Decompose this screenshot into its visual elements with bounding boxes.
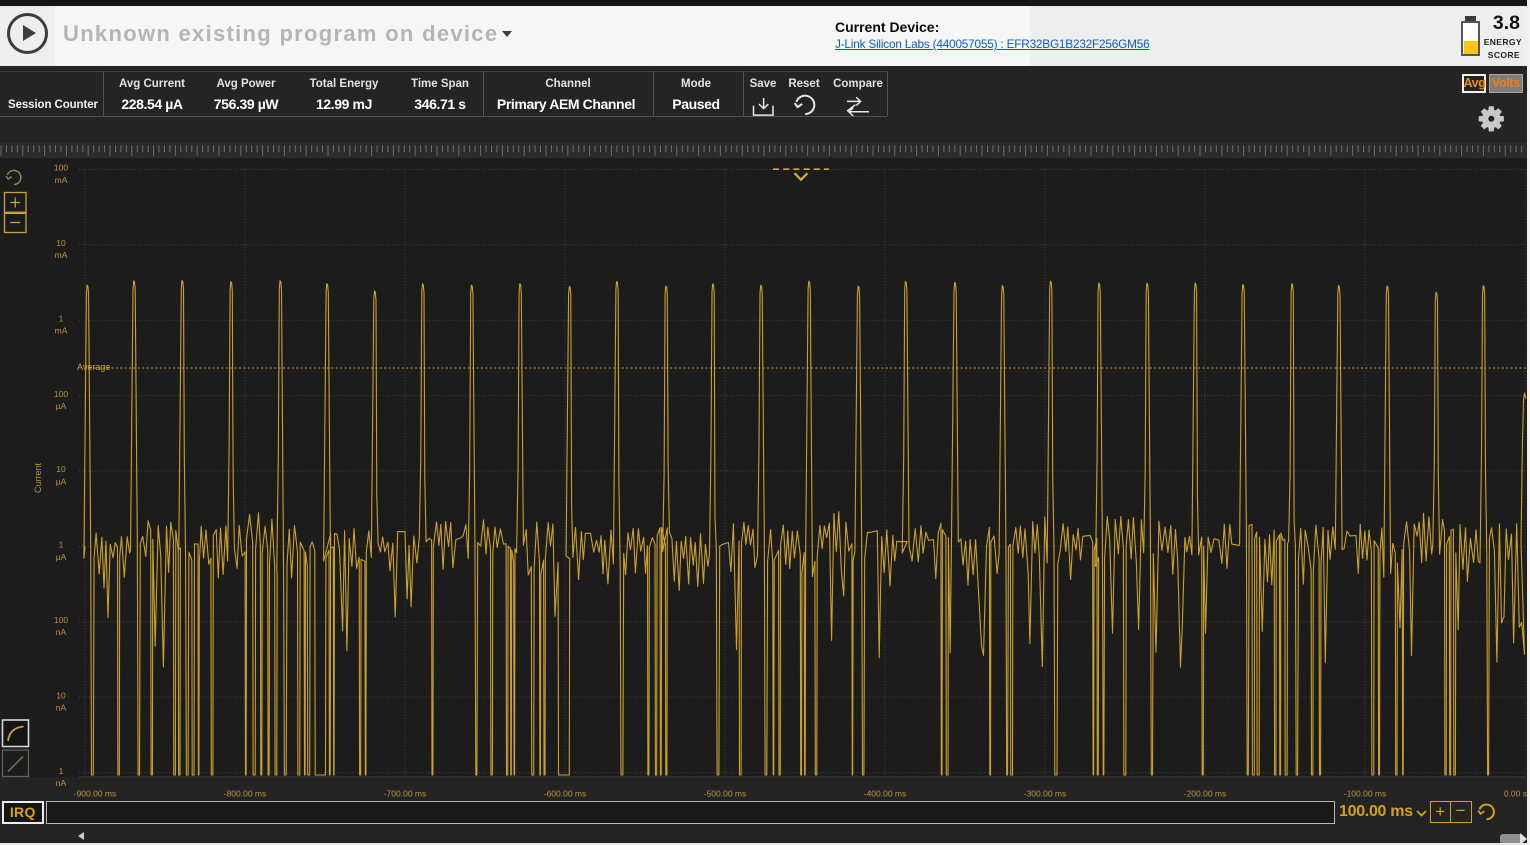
svg-text:100: 100 [54,163,68,173]
svg-text:-300.00 ms: -300.00 ms [1024,789,1067,799]
svg-text:mA: mA [55,250,68,260]
svg-text:100: 100 [54,615,68,625]
svg-text:1: 1 [59,540,64,550]
svg-text:10: 10 [56,464,66,474]
svg-text:-200.00 ms: -200.00 ms [1184,789,1227,799]
svg-text:-800.00 ms: -800.00 ms [224,789,267,799]
svg-text:Average: Average [77,362,110,372]
svg-text:-900.00 ms: -900.00 ms [74,789,117,799]
svg-text:nA: nA [56,703,67,713]
svg-text:10: 10 [56,690,66,700]
svg-text:mA: mA [55,175,68,185]
svg-text:10: 10 [56,238,66,248]
svg-text:-400.00 ms: -400.00 ms [864,789,907,799]
svg-text:nA: nA [56,627,67,637]
svg-text:-100.00 ms: -100.00 ms [1344,789,1387,799]
svg-text:-500.00 ms: -500.00 ms [704,789,747,799]
svg-text:1: 1 [59,766,64,776]
svg-text:100: 100 [54,389,68,399]
svg-text:0.00 s: 0.00 s [1504,789,1527,799]
svg-text:-700.00 ms: -700.00 ms [384,789,427,799]
svg-text:nA: nA [56,778,67,788]
svg-text:1: 1 [59,313,64,323]
svg-text:µA: µA [56,552,67,562]
svg-text:-600.00 ms: -600.00 ms [544,789,587,799]
svg-text:mA: mA [55,326,68,336]
svg-text:Current: Current [33,462,43,493]
svg-text:µA: µA [56,476,67,486]
svg-text:µA: µA [56,401,67,411]
